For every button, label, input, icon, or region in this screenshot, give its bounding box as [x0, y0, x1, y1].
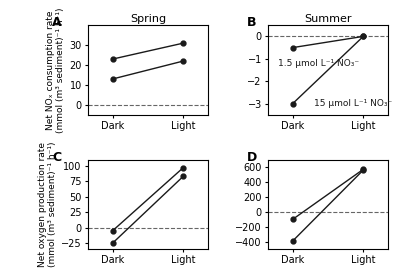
- Text: C: C: [52, 151, 61, 164]
- Text: 15 μmol L⁻¹ NO₃⁻: 15 μmol L⁻¹ NO₃⁻: [314, 99, 392, 108]
- Text: D: D: [246, 151, 257, 164]
- Title: Summer: Summer: [304, 15, 352, 24]
- Y-axis label: Net oxygen production rate
(mmol (m³ sediment)⁻¹ h⁻¹): Net oxygen production rate (mmol (m³ sed…: [38, 142, 57, 267]
- Text: 1.5 μmol L⁻¹ NO₃⁻: 1.5 μmol L⁻¹ NO₃⁻: [278, 59, 359, 67]
- Text: A: A: [52, 16, 62, 29]
- Text: B: B: [246, 16, 256, 29]
- Title: Spring: Spring: [130, 15, 166, 24]
- Y-axis label: Net NOₓ consumption rate
(mmol (m³ sediment)⁻¹ h⁻¹): Net NOₓ consumption rate (mmol (m³ sedim…: [46, 7, 65, 133]
